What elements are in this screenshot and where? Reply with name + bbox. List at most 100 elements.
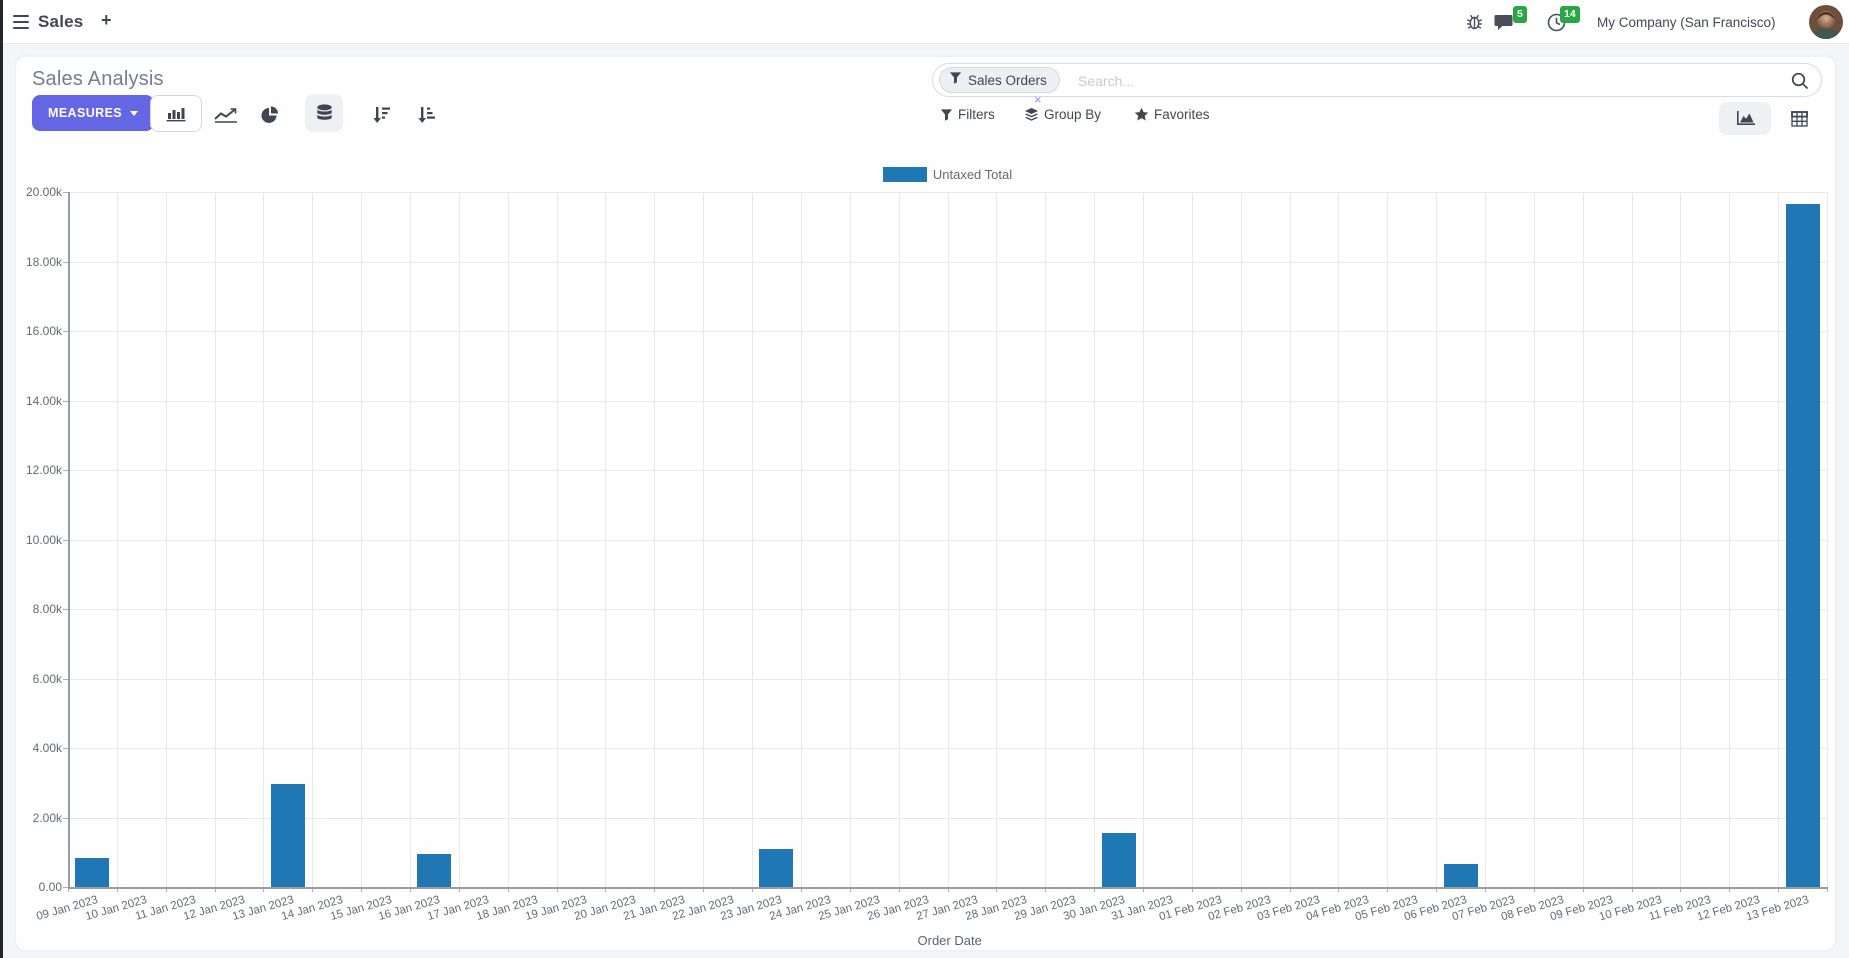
gridline-v	[605, 192, 607, 887]
search-input[interactable]: Search...	[1078, 73, 1135, 89]
chat-badge[interactable]: 5	[1513, 6, 1527, 23]
y-axis-label: 20.00k	[25, 185, 62, 199]
y-tick	[63, 331, 68, 332]
new-tab-icon[interactable]: +	[101, 10, 112, 30]
window-edge	[0, 0, 3, 958]
bar[interactable]	[417, 853, 452, 887]
x-tick	[165, 887, 167, 892]
group-by-label: Group By	[1044, 107, 1102, 122]
gridline-v	[996, 192, 998, 887]
x-tick	[507, 887, 509, 892]
gridline-v	[1582, 192, 1584, 887]
filter-facet-icon	[949, 71, 962, 89]
y-tick	[63, 748, 68, 749]
bar[interactable]	[1443, 864, 1478, 887]
x-tick	[947, 887, 949, 892]
legend-label: Untaxed Total	[932, 167, 1013, 182]
app-menu-sales[interactable]: Sales	[38, 12, 84, 31]
gridline-v	[947, 192, 949, 887]
y-axis-label: 0.00	[38, 880, 62, 894]
stacked-toggle-button[interactable]	[305, 94, 343, 132]
gridline-v	[361, 192, 363, 887]
apps-menu-icon[interactable]	[13, 15, 29, 29]
group-by-menu[interactable]: Group By	[1024, 107, 1101, 122]
x-tick	[1484, 887, 1486, 892]
chart-area: Untaxed Total 0.00 2.00k 4.00k 6.00k 8.00k 10…	[16, 147, 1835, 950]
gridline-v	[1680, 192, 1682, 887]
gridline-v	[1191, 192, 1193, 887]
graph-view-button[interactable]	[1719, 102, 1771, 135]
x-tick	[458, 887, 460, 892]
x-tick	[1338, 887, 1340, 892]
x-tick	[263, 887, 265, 892]
gridline-v	[458, 192, 460, 887]
filters-menu[interactable]: Filters	[940, 107, 995, 122]
activity-badge[interactable]: 14	[1560, 6, 1580, 23]
gridline-v	[849, 192, 851, 887]
bar[interactable]	[1101, 833, 1136, 887]
y-tick	[63, 817, 68, 819]
gridline-v	[1778, 192, 1780, 887]
y-axis-label: 4.00k	[32, 741, 62, 755]
y-axis-label: 12.00k	[25, 463, 62, 477]
page-title: Sales Analysis	[32, 68, 164, 90]
measures-label: MEASURES	[48, 106, 123, 120]
gridline-v	[752, 192, 754, 887]
favorites-menu[interactable]: Favorites	[1134, 107, 1210, 122]
bar[interactable]	[1785, 204, 1820, 887]
favorites-star-icon	[1134, 107, 1149, 122]
debug-bug-icon[interactable]	[1466, 12, 1483, 36]
group-by-layers-icon	[1024, 107, 1039, 122]
x-tick	[312, 887, 314, 892]
x-tick	[214, 887, 216, 892]
x-tick	[605, 887, 607, 892]
x-tick	[410, 887, 412, 892]
favorites-label: Favorites	[1154, 107, 1210, 122]
chevron-down-icon	[130, 110, 139, 116]
bar[interactable]	[759, 849, 794, 887]
chart-legend[interactable]: Untaxed Total	[68, 167, 1827, 182]
x-tick	[1827, 887, 1828, 892]
activity-clock-icon[interactable]	[1547, 13, 1566, 37]
x-axis-line	[68, 887, 1828, 889]
chat-messages-icon[interactable]	[1494, 14, 1515, 38]
bar[interactable]	[270, 784, 305, 887]
measures-button[interactable]: MEASURES	[32, 95, 155, 131]
user-avatar[interactable]	[1809, 5, 1843, 39]
x-tick	[1142, 887, 1144, 892]
x-tick	[1094, 887, 1096, 892]
pivot-view-button[interactable]	[1775, 102, 1823, 135]
y-axis-label: 8.00k	[32, 602, 62, 616]
y-axis-label: 14.00k	[25, 393, 62, 408]
y-tick	[63, 192, 68, 193]
facet-remove-icon[interactable]: ×	[1034, 92, 1042, 107]
y-tick	[63, 678, 68, 680]
company-switcher[interactable]: My Company (San Francisco)	[1597, 15, 1776, 30]
x-tick	[1387, 887, 1389, 892]
x-tick	[1582, 887, 1584, 892]
gridline-v	[410, 192, 412, 887]
bar[interactable]	[75, 858, 110, 887]
gridline-v	[1289, 192, 1291, 887]
y-axis-label: 10.00k	[25, 532, 62, 547]
line-chart-button[interactable]	[212, 103, 240, 127]
y-tick	[63, 261, 68, 263]
y-axis-line	[68, 192, 70, 887]
search-icon[interactable]	[1791, 72, 1809, 95]
bar-chart-button[interactable]	[150, 95, 202, 132]
pie-chart-button[interactable]	[257, 103, 283, 127]
bar-chart-plot: 0.00 2.00k 4.00k 6.00k 8.00k 10.00k 12.00k 14.0…	[16, 147, 1835, 950]
gridline-v	[1484, 192, 1486, 887]
gridline-v	[263, 192, 265, 887]
gridline-v	[214, 192, 216, 887]
x-tick	[1533, 887, 1535, 892]
filters-label: Filters	[958, 107, 995, 122]
sort-asc-button[interactable]	[412, 103, 440, 127]
sort-desc-button[interactable]	[367, 103, 395, 127]
navbar: Sales + 5 14 My Company (San Francisco)	[0, 0, 1849, 44]
search-facet-sales-orders[interactable]: Sales Orders	[939, 67, 1060, 93]
gridline-v	[1142, 192, 1144, 887]
y-axis-label: 6.00k	[32, 671, 62, 686]
search-bar[interactable]: Sales Orders Search...	[932, 63, 1822, 97]
